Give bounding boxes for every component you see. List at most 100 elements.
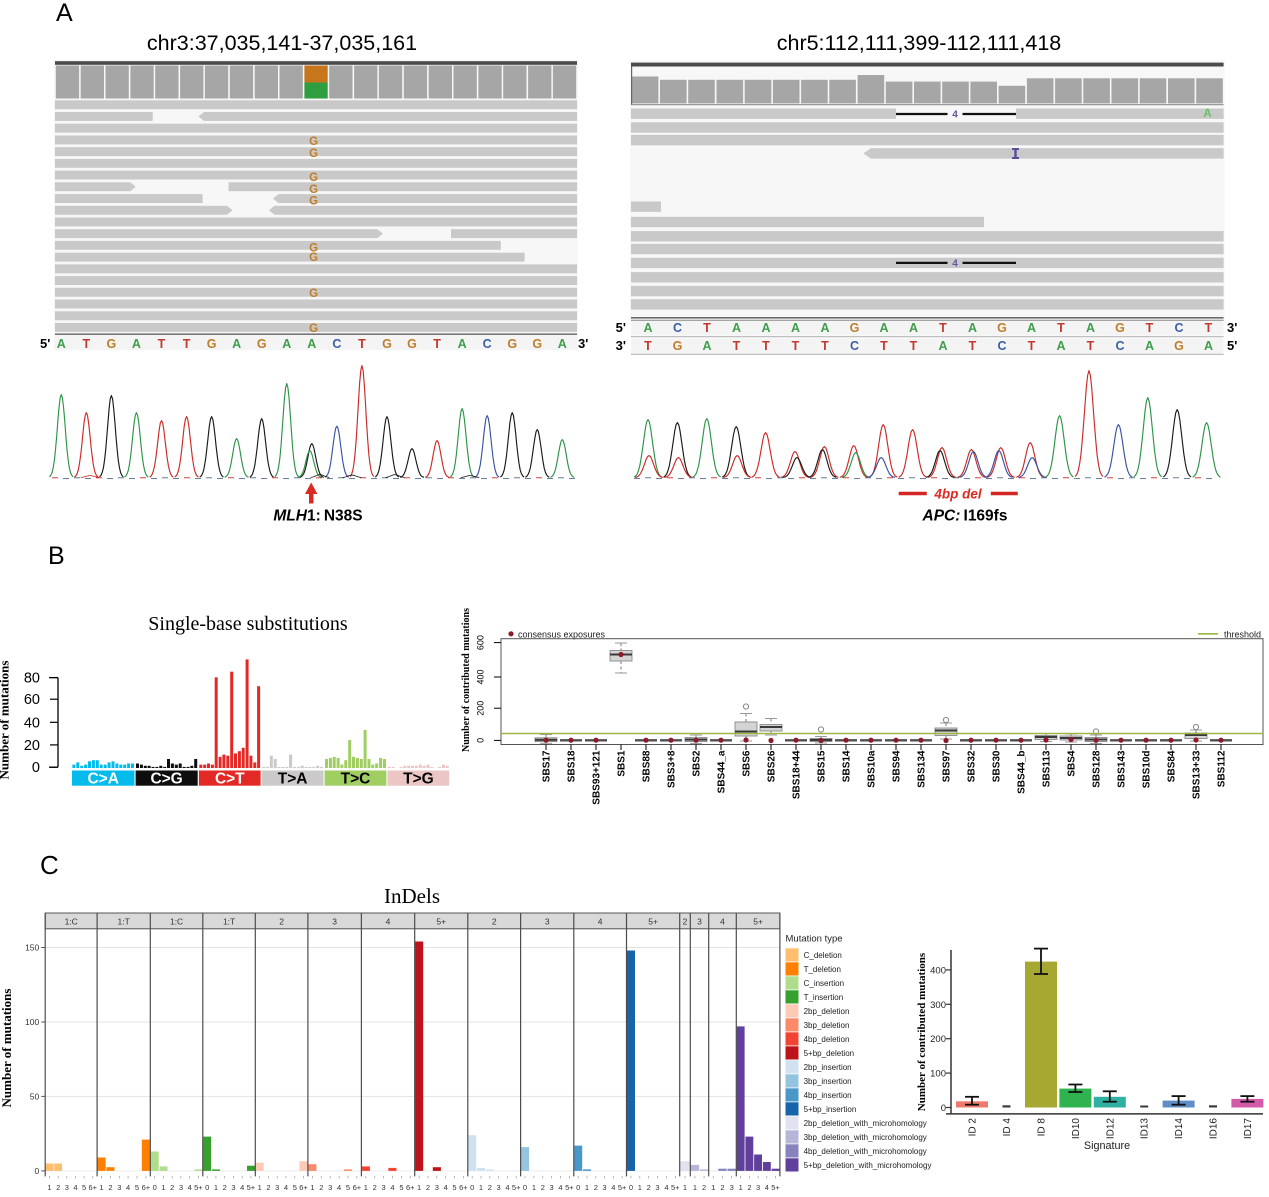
- svg-text:InDels: InDels: [384, 884, 440, 908]
- svg-text:A: A: [702, 339, 711, 353]
- svg-text:G: G: [309, 323, 318, 335]
- svg-text:2: 2: [747, 1183, 751, 1192]
- svg-text:3: 3: [179, 1183, 183, 1192]
- svg-text:20: 20: [24, 738, 40, 754]
- svg-text:T_deletion: T_deletion: [804, 965, 841, 974]
- svg-text:4bp_deletion_with_microhomolog: 4bp_deletion_with_microhomology: [804, 1147, 927, 1156]
- svg-text:A: A: [282, 337, 291, 351]
- svg-text:ID14: ID14: [1174, 1118, 1185, 1140]
- svg-text:3bp_deletion: 3bp_deletion: [804, 1021, 850, 1030]
- svg-text:G: G: [309, 196, 318, 208]
- svg-text:4: 4: [505, 1183, 509, 1192]
- svg-text:4: 4: [390, 1183, 394, 1192]
- svg-text:SBS143: SBS143: [1117, 750, 1128, 788]
- svg-text:1: 1: [47, 1183, 51, 1192]
- svg-text:5+: 5+: [565, 1183, 574, 1192]
- svg-text:A: A: [761, 321, 770, 335]
- svg-text:0: 0: [476, 738, 486, 743]
- svg-text:T: T: [1087, 339, 1095, 353]
- svg-text:SBS112: SBS112: [1217, 750, 1228, 787]
- svg-text:2: 2: [683, 917, 688, 927]
- svg-text:Number of contributed mutation: Number of contributed mutations: [461, 608, 472, 752]
- svg-text:T: T: [1146, 321, 1154, 335]
- svg-text:4: 4: [386, 917, 391, 927]
- svg-text:5+: 5+: [436, 917, 446, 927]
- svg-text:200: 200: [476, 701, 486, 716]
- svg-text:T: T: [792, 339, 800, 353]
- svg-text:A: A: [56, 0, 73, 27]
- svg-text:G: G: [382, 337, 392, 351]
- svg-text:T: T: [183, 337, 191, 351]
- svg-text:T: T: [1057, 321, 1065, 335]
- svg-text:5': 5': [1227, 338, 1237, 353]
- svg-text:B: B: [48, 542, 65, 570]
- svg-text:G: G: [309, 136, 318, 148]
- svg-text:A: A: [307, 337, 316, 351]
- svg-text:1: 1: [310, 1183, 314, 1192]
- svg-text:T: T: [821, 339, 829, 353]
- svg-text:0: 0: [523, 1183, 527, 1192]
- svg-text:ID10: ID10: [1071, 1118, 1082, 1140]
- svg-text:6+: 6+: [353, 1183, 362, 1192]
- svg-text:APC: I169fs: APC: I169fs: [922, 508, 1008, 525]
- svg-text:A: A: [458, 337, 467, 351]
- svg-text:G: G: [309, 148, 318, 160]
- svg-text:3: 3: [117, 1183, 121, 1192]
- svg-text:0: 0: [32, 760, 40, 776]
- svg-text:4: 4: [73, 1183, 77, 1192]
- svg-text:SBS6: SBS6: [742, 750, 753, 777]
- svg-text:4: 4: [720, 917, 725, 927]
- svg-text:1: 1: [693, 1183, 697, 1192]
- svg-text:A: A: [732, 321, 741, 335]
- svg-text:A: A: [879, 321, 888, 335]
- svg-text:4bp_deletion: 4bp_deletion: [804, 1035, 850, 1044]
- svg-text:1: 1: [417, 1183, 421, 1192]
- svg-text:1:C: 1:C: [170, 917, 183, 927]
- svg-text:Mutation type: Mutation type: [786, 934, 843, 945]
- svg-text:2: 2: [488, 1183, 492, 1192]
- svg-text:T: T: [762, 339, 770, 353]
- svg-text:100: 100: [930, 1069, 946, 1080]
- svg-text:A: A: [1056, 339, 1065, 353]
- svg-text:1: 1: [214, 1183, 218, 1192]
- svg-text:5+: 5+: [648, 917, 658, 927]
- svg-text:5': 5': [40, 336, 50, 351]
- svg-text:SBS94: SBS94: [892, 750, 903, 782]
- svg-text:5: 5: [135, 1183, 139, 1192]
- svg-text:SBS18: SBS18: [567, 750, 578, 782]
- svg-text:4: 4: [611, 1183, 615, 1192]
- svg-text:2: 2: [319, 1183, 323, 1192]
- svg-text:SBS10a: SBS10a: [867, 750, 878, 788]
- svg-text:600: 600: [476, 635, 486, 650]
- svg-text:chr3:37,035,141-37,035,161: chr3:37,035,141-37,035,161: [147, 31, 417, 55]
- svg-text:1: 1: [683, 1183, 687, 1192]
- svg-text:SBS1: SBS1: [617, 750, 628, 777]
- svg-text:5: 5: [82, 1183, 86, 1192]
- svg-text:4: 4: [765, 1183, 769, 1192]
- svg-text:1: 1: [258, 1183, 262, 1192]
- svg-text:3: 3: [275, 1183, 279, 1192]
- svg-text:1: 1: [364, 1183, 368, 1192]
- svg-text:SBS44_a: SBS44_a: [717, 750, 728, 793]
- svg-text:2: 2: [56, 1183, 60, 1192]
- svg-text:5+: 5+: [618, 1183, 627, 1192]
- svg-text:G: G: [1115, 321, 1125, 335]
- svg-text:100: 100: [25, 1017, 39, 1027]
- svg-text:0: 0: [629, 1183, 633, 1192]
- svg-text:ID13: ID13: [1140, 1118, 1151, 1140]
- svg-text:1:T: 1:T: [223, 917, 235, 927]
- svg-text:A: A: [643, 321, 652, 335]
- svg-text:2: 2: [647, 1183, 651, 1192]
- svg-text:Single-base substitutions: Single-base substitutions: [148, 613, 348, 635]
- svg-text:0: 0: [941, 1103, 946, 1114]
- svg-text:G: G: [532, 337, 542, 351]
- svg-text:G: G: [257, 337, 267, 351]
- svg-text:T>A: T>A: [278, 771, 308, 788]
- svg-text:T>C: T>C: [341, 771, 371, 788]
- svg-text:5+bp_deletion_with_microhomolo: 5+bp_deletion_with_microhomology: [804, 1161, 932, 1170]
- svg-text:C: C: [673, 321, 682, 335]
- svg-text:3': 3': [1227, 320, 1237, 335]
- svg-text:3: 3: [435, 1183, 439, 1192]
- svg-text:5+bp_deletion: 5+bp_deletion: [804, 1049, 855, 1058]
- svg-text:4: 4: [664, 1183, 668, 1192]
